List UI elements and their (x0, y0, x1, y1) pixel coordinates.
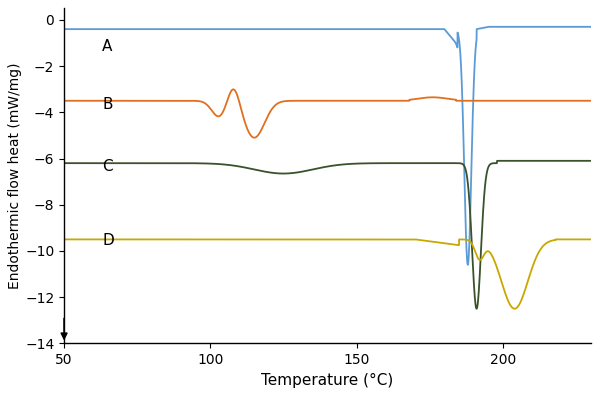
Text: A: A (102, 39, 113, 54)
Text: B: B (102, 97, 113, 112)
X-axis label: Temperature (°C): Temperature (°C) (261, 373, 394, 388)
Text: C: C (102, 159, 113, 174)
Text: D: D (102, 233, 114, 248)
Y-axis label: Endothermic flow heat (mW/mg): Endothermic flow heat (mW/mg) (8, 63, 22, 289)
